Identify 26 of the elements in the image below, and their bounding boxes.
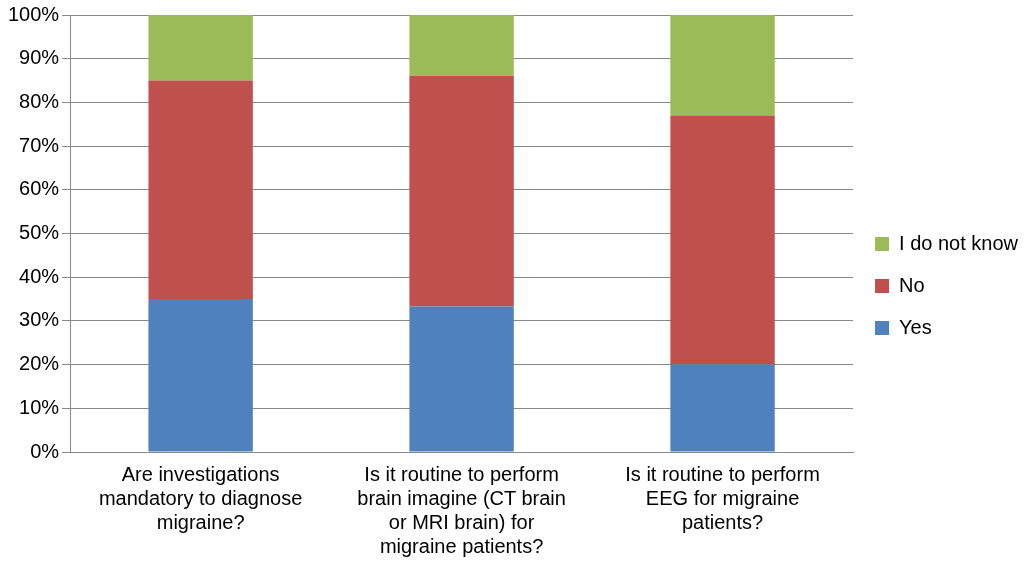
x-tick-label: Is it routine to perform EEG for migraine patients? (625, 462, 820, 533)
y-tick-label: 40% (19, 264, 60, 287)
bar (148, 80, 253, 300)
legend-label: Yes (899, 315, 932, 338)
y-tick-label: 90% (19, 46, 60, 69)
bar (409, 306, 514, 452)
x-tick-label: Is it routine to perform brain imagine (CT brain or MRI brain) for migraine patients? (357, 462, 566, 557)
bar (148, 299, 253, 452)
y-tick-label: 80% (19, 89, 60, 112)
y-tick-label: 60% (19, 177, 60, 200)
y-tick-label: 10% (19, 395, 60, 418)
legend-label: No (899, 273, 925, 296)
x-tick-label: Are investigations mandatory to diagnose migraine? (98, 462, 303, 533)
y-tick-label: 100% (8, 2, 60, 25)
bar (670, 115, 775, 365)
bar (670, 15, 775, 116)
bar (409, 75, 514, 307)
legend-label: I do not know (899, 231, 1019, 254)
bar (148, 15, 253, 81)
bar (409, 15, 514, 76)
y-tick-label: 30% (19, 308, 60, 331)
y-tick-label: 0% (30, 439, 60, 462)
y-tick-label: 70% (19, 133, 60, 156)
y-tick-label: 20% (19, 352, 60, 375)
y-tick-label: 50% (19, 221, 60, 244)
bar (670, 364, 775, 452)
